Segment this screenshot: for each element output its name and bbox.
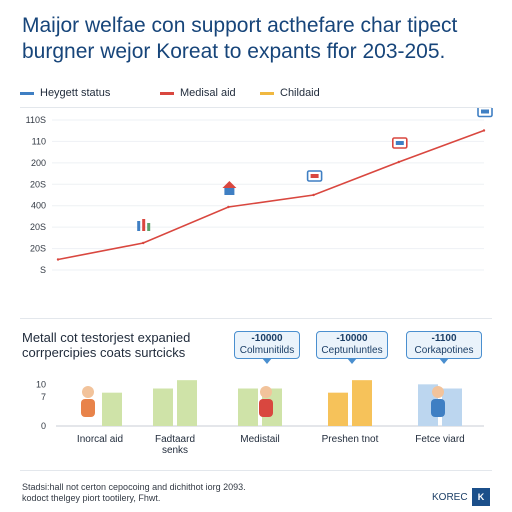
family-icon — [137, 219, 151, 231]
person-body — [431, 399, 445, 417]
callout-pension-value: -10000 — [336, 333, 368, 344]
window-icon — [306, 170, 323, 182]
legend-label-housing: Heygett status — [40, 87, 111, 99]
legend-swatch-housing — [20, 92, 34, 95]
line-chart: 110S 110 200 20S 400 20S 20S S — [26, 108, 493, 275]
callout-family-value: -1100 — [431, 333, 457, 344]
person-head — [432, 386, 444, 398]
callout-medical-value: -10000 — [251, 333, 283, 344]
gift-icon — [391, 137, 408, 149]
footnote-line-2: kodoct thelgey piort tootilery, Fhwt. — [22, 493, 161, 503]
y-tick-label: 20S — [30, 244, 46, 254]
y-tick-label: S — [40, 265, 46, 275]
bar-chart-subtitle: Metall cot testorjest expanied corrperci… — [22, 330, 232, 360]
legend-label-child: Childaid — [280, 87, 320, 99]
callout-pension-label: Ceptunluntles — [321, 345, 383, 356]
bar-y-tick-label: 10 — [36, 379, 46, 389]
y-tick-label: 20S — [30, 222, 46, 232]
footer-divider — [20, 470, 492, 471]
bar-category-label: senks — [162, 445, 188, 456]
section-divider — [20, 318, 492, 319]
logo-wordmark: KOREC — [432, 492, 468, 503]
bar — [153, 388, 173, 426]
y-tick-label: 200 — [31, 158, 46, 168]
legend-divider — [20, 107, 492, 108]
house-icon — [222, 181, 237, 195]
bar-category-label: Medistail — [240, 434, 279, 445]
card-icon — [477, 108, 493, 118]
chart-title: Maijor welfae con support acthefare char… — [22, 13, 492, 65]
line-data-point — [142, 241, 145, 245]
y-tick-label: 400 — [31, 201, 46, 211]
y-tick-label: 20S — [30, 179, 46, 189]
bar-category-label: Fetce viard — [415, 434, 464, 445]
bar-chart-subtitle-line-2: corrpercipies coats surtcicks — [22, 345, 186, 360]
y-tick-label: 110S — [26, 115, 46, 125]
figure-c — [147, 223, 151, 231]
bar — [328, 392, 348, 426]
medical-aid-series-line — [57, 129, 485, 261]
y-tick-label: 110 — [32, 136, 46, 146]
footnote-line-1: Stadsi:hall not certon cepocoing and dic… — [22, 482, 246, 492]
bar-category-label: Fadtaard — [155, 434, 195, 445]
chart-title-line-1: Maijor welfae con support acthefare char… — [22, 14, 458, 37]
bar — [177, 380, 197, 426]
icon-fill — [481, 109, 489, 114]
figure-b — [142, 219, 146, 231]
house-body — [224, 188, 235, 195]
legend-swatch-child — [260, 92, 274, 95]
person-illustration-icon — [81, 386, 95, 417]
bar-chart-subtitle-line-1: Metall cot testorjest expanied — [22, 330, 191, 345]
legend: Heygett status Medisal aid Childaid — [20, 86, 500, 102]
bar — [102, 392, 122, 426]
bar-category-label: Preshen tnot — [322, 434, 379, 445]
callout-pension: -10000 Ceptunluntles — [316, 331, 388, 364]
line-data-point — [56, 258, 60, 261]
line-data-point — [227, 205, 230, 209]
legend-swatch-medical — [160, 92, 174, 95]
person-head — [260, 386, 272, 398]
house-roof — [222, 181, 237, 188]
line-data-point — [397, 160, 400, 164]
icon-fill — [310, 174, 319, 178]
bar-y-tick-label: 7 — [41, 392, 46, 402]
figure-a — [137, 221, 141, 231]
bar-y-tick-label: 0 — [41, 421, 46, 431]
person-body — [259, 399, 273, 417]
footnote: Stadsi:hall not certon cepocoing and dic… — [22, 482, 322, 504]
callout-family-label: Corkapotines — [414, 345, 474, 356]
line-data-point — [482, 129, 486, 132]
bar-category-label: Inorcal aid — [77, 434, 123, 445]
callout-family: -1100 Corkapotines — [406, 331, 482, 364]
logo: KOREC K — [432, 488, 490, 506]
legend-label-medical: Medisal aid — [180, 87, 236, 99]
bar — [238, 388, 258, 426]
icon-fill — [395, 141, 404, 145]
person-illustration-icon — [259, 386, 273, 417]
person-illustration-icon — [431, 386, 445, 417]
bar — [352, 380, 372, 426]
callout-medical: -10000 Colmunitilds — [234, 331, 300, 364]
callout-medical-label: Colmunitilds — [239, 345, 295, 356]
person-head — [82, 386, 94, 398]
person-body — [81, 399, 95, 417]
bar — [442, 388, 462, 426]
logo-badge: K — [472, 488, 490, 506]
chart-title-line-2: burgner wejor Koreat to expants ffor 203… — [22, 40, 446, 63]
line-data-point — [312, 193, 315, 197]
